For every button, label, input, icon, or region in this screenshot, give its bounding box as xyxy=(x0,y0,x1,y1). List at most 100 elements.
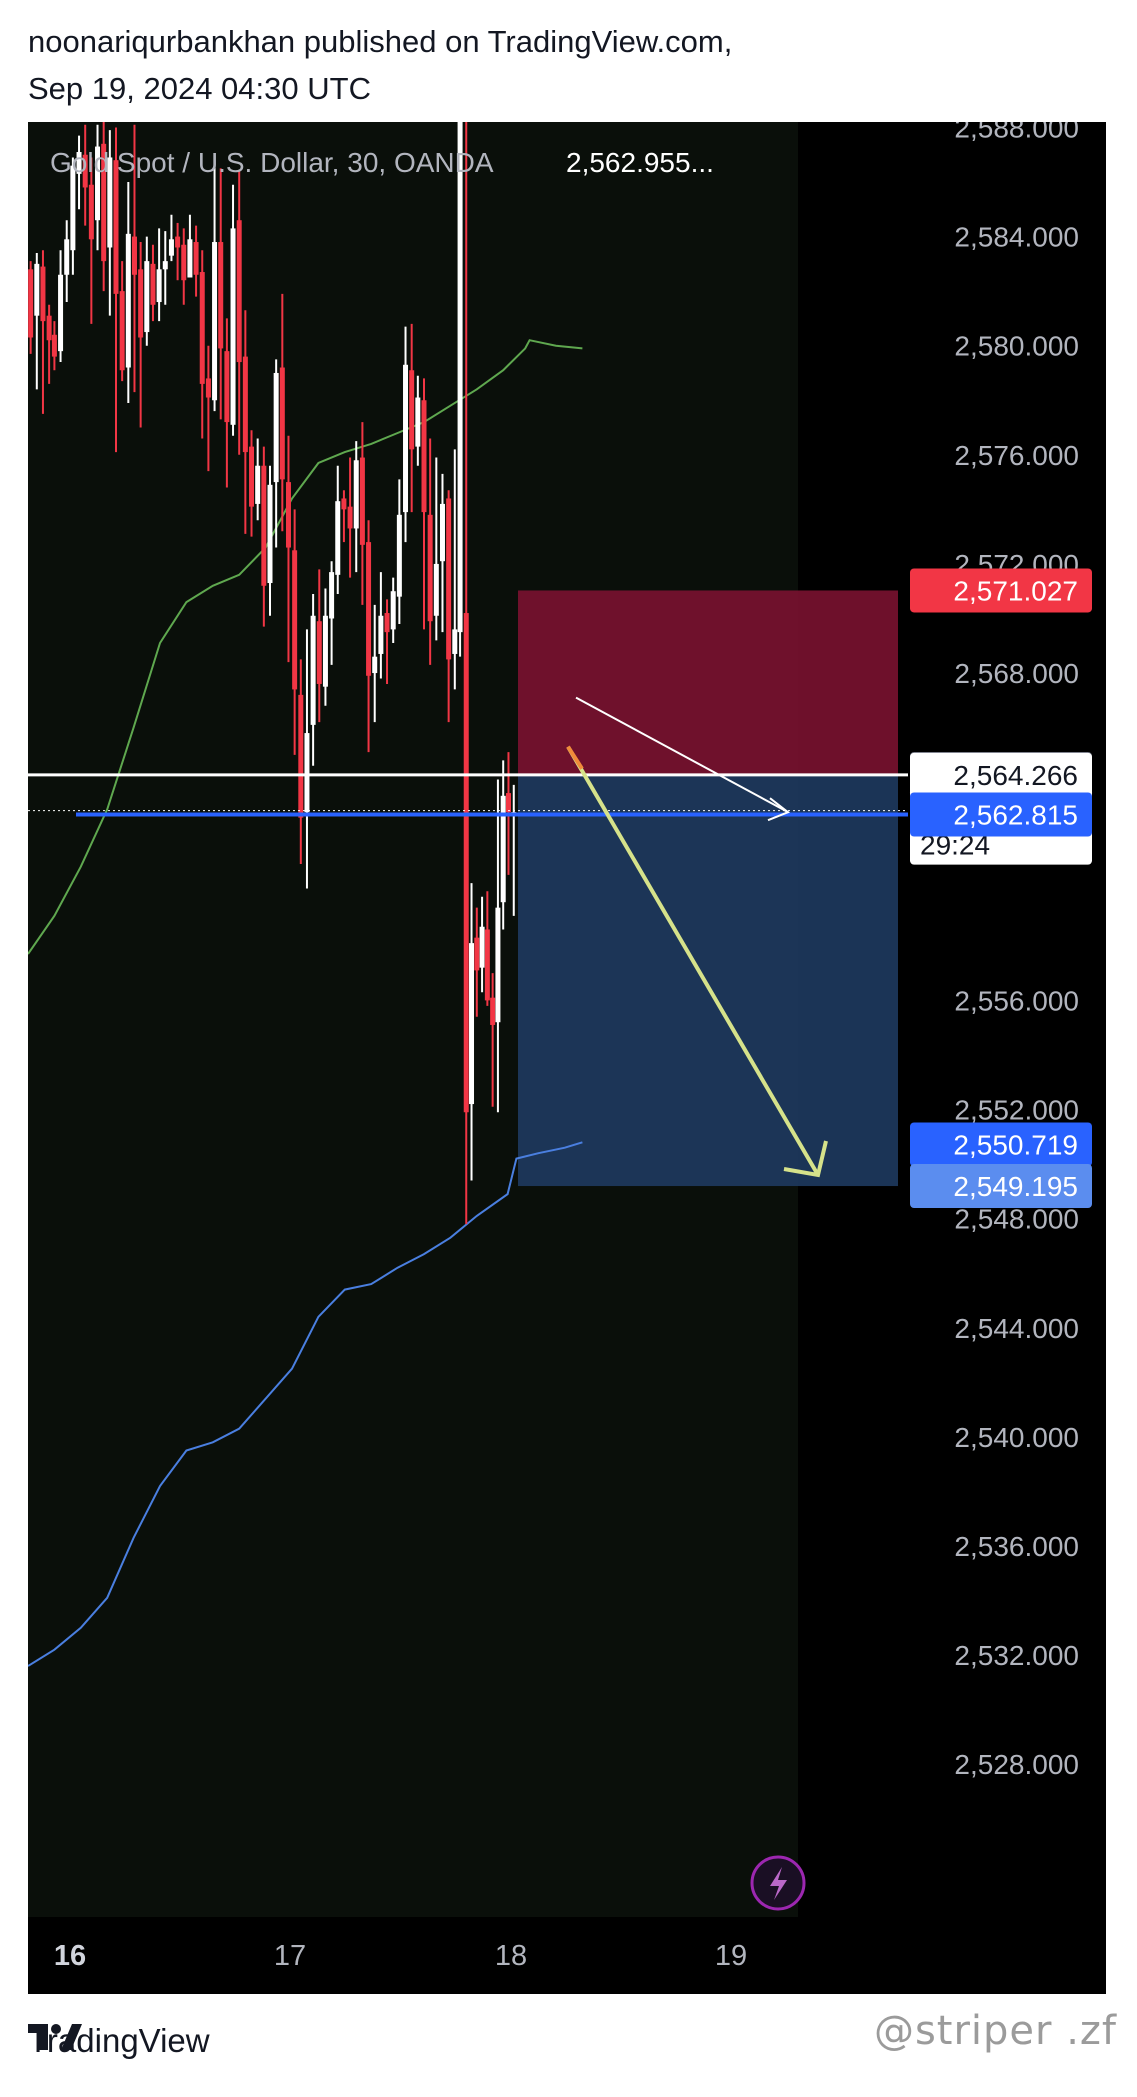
time-axis: 16 17 18 19 xyxy=(54,1940,747,1972)
candle-body xyxy=(421,400,427,513)
candle-body xyxy=(175,236,181,248)
candle-body xyxy=(144,261,150,333)
time-tick-label: 19 xyxy=(715,1940,747,1972)
candle-body xyxy=(70,165,76,251)
price-tick-label: 2,548.000 xyxy=(954,1204,1079,1235)
candle-body xyxy=(119,291,125,371)
publisher-line: noonariqurbankhan published on TradingVi… xyxy=(28,24,733,59)
candle-body xyxy=(101,143,107,262)
price-tick-label: 2,568.000 xyxy=(954,658,1079,689)
price-tick-label: 2,576.000 xyxy=(954,440,1079,471)
candle-body xyxy=(51,334,57,357)
candle-body xyxy=(187,239,193,278)
candle-body xyxy=(28,269,34,338)
lightning-bolt xyxy=(770,1867,787,1900)
candle-body xyxy=(378,615,384,654)
candle-body xyxy=(34,263,40,316)
time-tick-label: 16 xyxy=(54,1940,86,1972)
candle-body xyxy=(366,542,372,676)
candle-body xyxy=(76,152,82,174)
yellow-arrow-start xyxy=(566,745,584,770)
candle-body xyxy=(236,220,242,363)
candle-body xyxy=(88,184,94,240)
candle-body xyxy=(316,621,322,684)
price-tick-label: 2,540.000 xyxy=(954,1422,1079,1453)
candle-body xyxy=(403,364,409,513)
candle-body xyxy=(335,501,341,575)
candle-body xyxy=(490,997,496,1025)
price-chart[interactable]: Gold Spot / U.S. Dollar, 30, OANDA 2,562.… xyxy=(28,122,1106,1994)
tradingview-mark-icon xyxy=(28,2024,82,2050)
candle-body xyxy=(113,160,119,294)
candle-body xyxy=(500,795,506,903)
price-tick-label: 2,532.000 xyxy=(954,1640,1079,1671)
candle-body xyxy=(193,242,199,275)
price-tick-label: 2,584.000 xyxy=(954,222,1079,253)
candle-body xyxy=(396,514,402,597)
candle-body xyxy=(95,146,101,221)
candle-body xyxy=(181,244,187,281)
candle-body xyxy=(267,484,273,584)
price-label-box xyxy=(910,1164,1092,1209)
candle-body xyxy=(199,272,205,384)
candle-body xyxy=(261,465,267,586)
candle-body xyxy=(329,572,335,619)
price-tick-label: 2,556.000 xyxy=(954,985,1079,1016)
time-tick-label: 17 xyxy=(274,1940,306,1972)
candle-body xyxy=(353,460,359,529)
candle-body xyxy=(255,465,261,504)
candle-body xyxy=(457,122,463,633)
watermark-text: @striper .zf xyxy=(873,2008,1117,2054)
candle-body xyxy=(150,263,156,305)
price-label-text: 2,571.027 xyxy=(953,575,1078,606)
candle-body xyxy=(292,550,298,690)
price-label-box xyxy=(910,792,1092,837)
candle-body xyxy=(446,498,452,660)
candle-body xyxy=(505,793,511,813)
candle-body xyxy=(230,228,236,425)
candle-body xyxy=(341,498,347,510)
candle-body xyxy=(58,274,64,352)
publish-header: noonariqurbankhan published on TradingVi… xyxy=(28,18,732,112)
yellow-arrow-head xyxy=(783,1140,828,1178)
stop-loss-zone xyxy=(518,590,898,774)
take-profit-zone xyxy=(518,773,898,1187)
candle-body xyxy=(372,656,378,674)
price-label-box xyxy=(910,568,1092,613)
price-label-box xyxy=(910,752,1092,797)
lightning-icon xyxy=(750,1855,806,1911)
price-tick-label: 2,544.000 xyxy=(954,1313,1079,1344)
candle-body xyxy=(409,370,415,450)
candle-body xyxy=(125,233,131,368)
candle-body xyxy=(46,315,52,341)
candle-body xyxy=(439,503,445,562)
price-tick-label: 2,552.000 xyxy=(954,1095,1079,1126)
price-label-text: 2,564.266 xyxy=(953,760,1078,791)
candle-body xyxy=(205,378,211,398)
candle-body xyxy=(347,506,353,529)
tradingview-logo[interactable]: TradingView xyxy=(28,2022,210,2060)
yellow-arrow-line xyxy=(566,745,820,1177)
white-arrow-head xyxy=(767,797,790,822)
candle-body xyxy=(107,157,113,248)
publish-date: Sep 19, 2024 04:30 UTC xyxy=(28,71,371,106)
candles-group xyxy=(28,122,517,1225)
candle-body xyxy=(298,694,304,818)
candle-body xyxy=(479,926,485,968)
candle-body xyxy=(249,446,255,507)
candle-body xyxy=(242,356,248,453)
symbol-last-price: 2,562.955... xyxy=(566,147,714,178)
candle-body xyxy=(168,239,174,256)
candle-body xyxy=(415,397,421,447)
time-tick-label: 18 xyxy=(495,1940,527,1972)
candle-body xyxy=(285,482,291,548)
white-arrow-line xyxy=(575,696,789,814)
lower-band-line xyxy=(28,1141,583,1667)
candle-body xyxy=(138,269,144,338)
candle-body xyxy=(273,372,279,483)
price-tick-label: 2,536.000 xyxy=(954,1531,1079,1562)
candle-body xyxy=(224,351,230,423)
candle-body xyxy=(279,367,285,480)
price-axis-panel xyxy=(908,122,1106,1994)
chart-frame[interactable]: Gold Spot / U.S. Dollar, 30, OANDA 2,562.… xyxy=(28,122,1106,1994)
